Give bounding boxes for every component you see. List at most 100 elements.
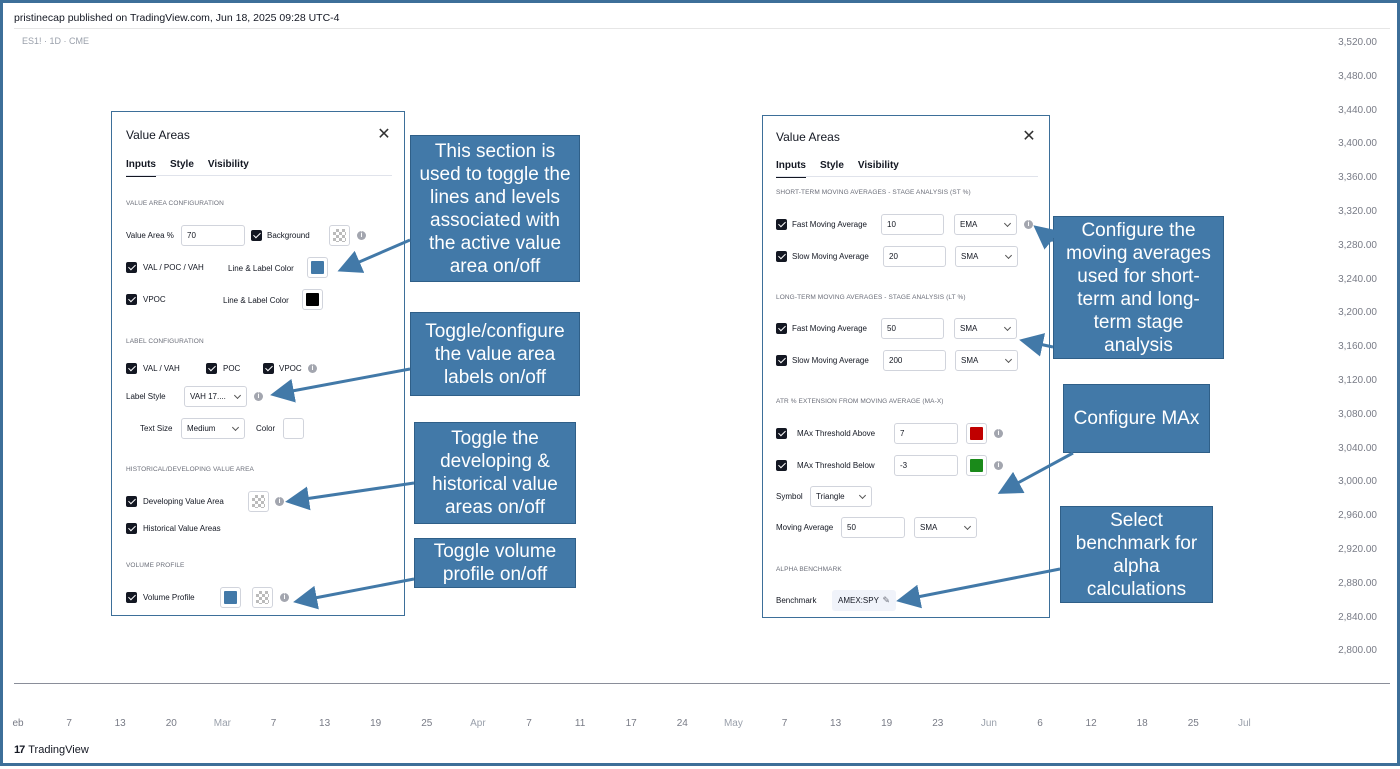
volume-color-swatch[interactable] — [220, 587, 241, 608]
price-tick: 3,240.00 — [1338, 273, 1377, 285]
value-areas-dialog-right: Value Areas ✕ Inputs Style Visibility Sh… — [762, 115, 1050, 618]
date-tick: 19 — [881, 718, 893, 729]
max-below-label: MAx Threshold Below — [797, 461, 875, 470]
text-size-select[interactable]: Medium — [181, 418, 245, 439]
tradingview-logo[interactable]: 17 TradingView — [14, 744, 89, 756]
info-icon[interactable]: i — [275, 497, 284, 506]
info-icon[interactable]: i — [994, 429, 1003, 438]
line-label-color-swatch[interactable] — [307, 257, 328, 278]
max-below-checkbox[interactable] — [776, 460, 787, 471]
time-axis-line — [14, 683, 1390, 684]
color-label: Color — [256, 424, 276, 433]
date-tick: 6 — [1037, 718, 1043, 729]
developing-checkbox[interactable] — [126, 496, 137, 507]
st-slow-input[interactable]: 20 — [883, 246, 946, 267]
background-color-swatch[interactable] — [329, 225, 350, 246]
volume-profile-checkbox[interactable] — [126, 592, 137, 603]
historical-label: Historical Value Areas — [143, 524, 221, 533]
info-icon[interactable]: i — [280, 593, 289, 602]
max-below-input[interactable]: -3 — [894, 455, 958, 476]
lt-slow-checkbox[interactable] — [776, 355, 787, 366]
background-checkbox[interactable] — [251, 230, 262, 241]
info-icon[interactable]: i — [254, 392, 263, 401]
poc-checkbox[interactable] — [206, 363, 217, 374]
symbol-label: ES1! · 1D · CME — [22, 36, 90, 46]
date-tick: 7 — [781, 718, 788, 729]
section-short-term: Short-Term Moving Averages - Stage Analy… — [776, 189, 971, 196]
checker-icon — [333, 229, 346, 242]
lt-slow-type-select[interactable]: SMA — [955, 350, 1018, 371]
price-tick: 2,880.00 — [1338, 577, 1377, 589]
color-fill — [224, 591, 237, 604]
value-areas-dialog-left: Value Areas ✕ Inputs Style Visibility Va… — [111, 111, 405, 616]
val-vah-label: VAL / VAH — [143, 364, 180, 373]
vpoc-checkbox[interactable] — [126, 294, 137, 305]
date-tick: 13 — [114, 718, 126, 729]
price-tick: 3,200.00 — [1338, 307, 1377, 319]
date-tick: Jun — [980, 718, 997, 729]
lt-slow-input[interactable]: 200 — [883, 350, 946, 371]
st-fast-type-select[interactable]: EMA — [954, 214, 1017, 235]
tab-style[interactable]: Style — [170, 159, 194, 170]
price-tick: 3,120.00 — [1338, 375, 1377, 386]
historical-checkbox[interactable] — [126, 523, 137, 534]
price-tick: 3,400.00 — [1338, 138, 1377, 150]
benchmark-label: Benchmark — [776, 596, 817, 605]
max-above-checkbox[interactable] — [776, 428, 787, 439]
section-label-config: Label Configuration — [126, 338, 204, 345]
date-tick: 25 — [1187, 718, 1199, 729]
lt-fast-input[interactable]: 50 — [881, 318, 944, 339]
price-tick: 3,160.00 — [1338, 341, 1377, 353]
close-icon[interactable]: ✕ — [1022, 128, 1036, 145]
max-below-color-swatch[interactable] — [966, 455, 987, 476]
value-area-input[interactable]: 70 — [181, 225, 245, 246]
val-poc-vah-checkbox[interactable] — [126, 262, 137, 273]
val-vah-checkbox[interactable] — [126, 363, 137, 374]
info-icon[interactable]: i — [357, 231, 366, 240]
st-slow-checkbox[interactable] — [776, 251, 787, 262]
symbol-select[interactable]: Triangle — [810, 486, 872, 507]
date-tick: 7 — [526, 718, 532, 729]
label-vpoc-checkbox[interactable] — [263, 363, 274, 374]
tab-visibility[interactable]: Visibility — [857, 160, 899, 171]
lt-fast-checkbox[interactable] — [776, 323, 787, 334]
benchmark-value: AMEX:SPY — [838, 596, 879, 605]
moving-average-type-select[interactable]: SMA — [914, 517, 977, 538]
info-icon[interactable]: i — [994, 461, 1003, 470]
price-tick: 2,960.00 — [1338, 510, 1377, 522]
tabs-divider — [776, 176, 1038, 177]
vpoc-color-swatch[interactable] — [302, 289, 323, 310]
tab-style[interactable]: Style — [820, 160, 844, 171]
max-above-input[interactable]: 7 — [894, 423, 958, 444]
date-tick: 19 — [370, 718, 382, 729]
lt-fast-type-select[interactable]: SMA — [954, 318, 1017, 339]
poc-label: POC — [223, 364, 241, 373]
section-historical: Historical/Developing Value Area — [126, 466, 254, 473]
tab-inputs[interactable]: Inputs — [776, 160, 806, 178]
dialog-title: Value Areas — [776, 130, 840, 144]
tab-visibility[interactable]: Visibility — [207, 159, 249, 170]
st-fast-label: Fast Moving Average — [792, 220, 868, 229]
tabs-divider — [126, 175, 392, 176]
date-tick: 7 — [270, 718, 277, 729]
info-icon[interactable]: i — [308, 364, 317, 373]
info-icon[interactable]: i — [1024, 220, 1033, 229]
st-slow-type-select[interactable]: SMA — [955, 246, 1018, 267]
color-fill — [311, 261, 324, 274]
benchmark-symbol-picker[interactable]: AMEX:SPY ✎ — [832, 590, 896, 611]
st-fast-input[interactable]: 10 — [881, 214, 944, 235]
volume-profile-label: Volume Profile — [143, 593, 195, 602]
label-color-swatch[interactable] — [283, 418, 304, 439]
volume-pattern-swatch[interactable] — [252, 587, 273, 608]
price-tick: 2,800.00 — [1338, 645, 1377, 657]
moving-average-input[interactable]: 50 — [841, 517, 905, 538]
close-icon[interactable]: ✕ — [377, 126, 391, 143]
label-style-select[interactable]: VAH 17.... — [184, 386, 247, 407]
date-tick: 25 — [421, 718, 433, 729]
developing-color-swatch[interactable] — [248, 491, 269, 512]
max-above-color-swatch[interactable] — [966, 423, 987, 444]
tab-inputs[interactable]: Inputs — [126, 159, 156, 177]
price-tick: 3,480.00 — [1338, 70, 1377, 82]
st-fast-checkbox[interactable] — [776, 219, 787, 230]
